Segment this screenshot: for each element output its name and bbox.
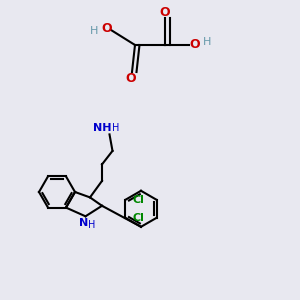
Text: H: H [88, 220, 95, 230]
Text: O: O [160, 5, 170, 19]
Text: O: O [125, 71, 136, 85]
Text: Cl: Cl [133, 213, 145, 223]
Text: H: H [90, 26, 99, 37]
Text: N: N [80, 218, 88, 228]
Text: H: H [203, 37, 211, 47]
Text: O: O [101, 22, 112, 35]
Text: H: H [112, 123, 119, 133]
Text: O: O [190, 38, 200, 52]
Text: NH: NH [93, 123, 111, 134]
Text: Cl: Cl [133, 195, 145, 205]
